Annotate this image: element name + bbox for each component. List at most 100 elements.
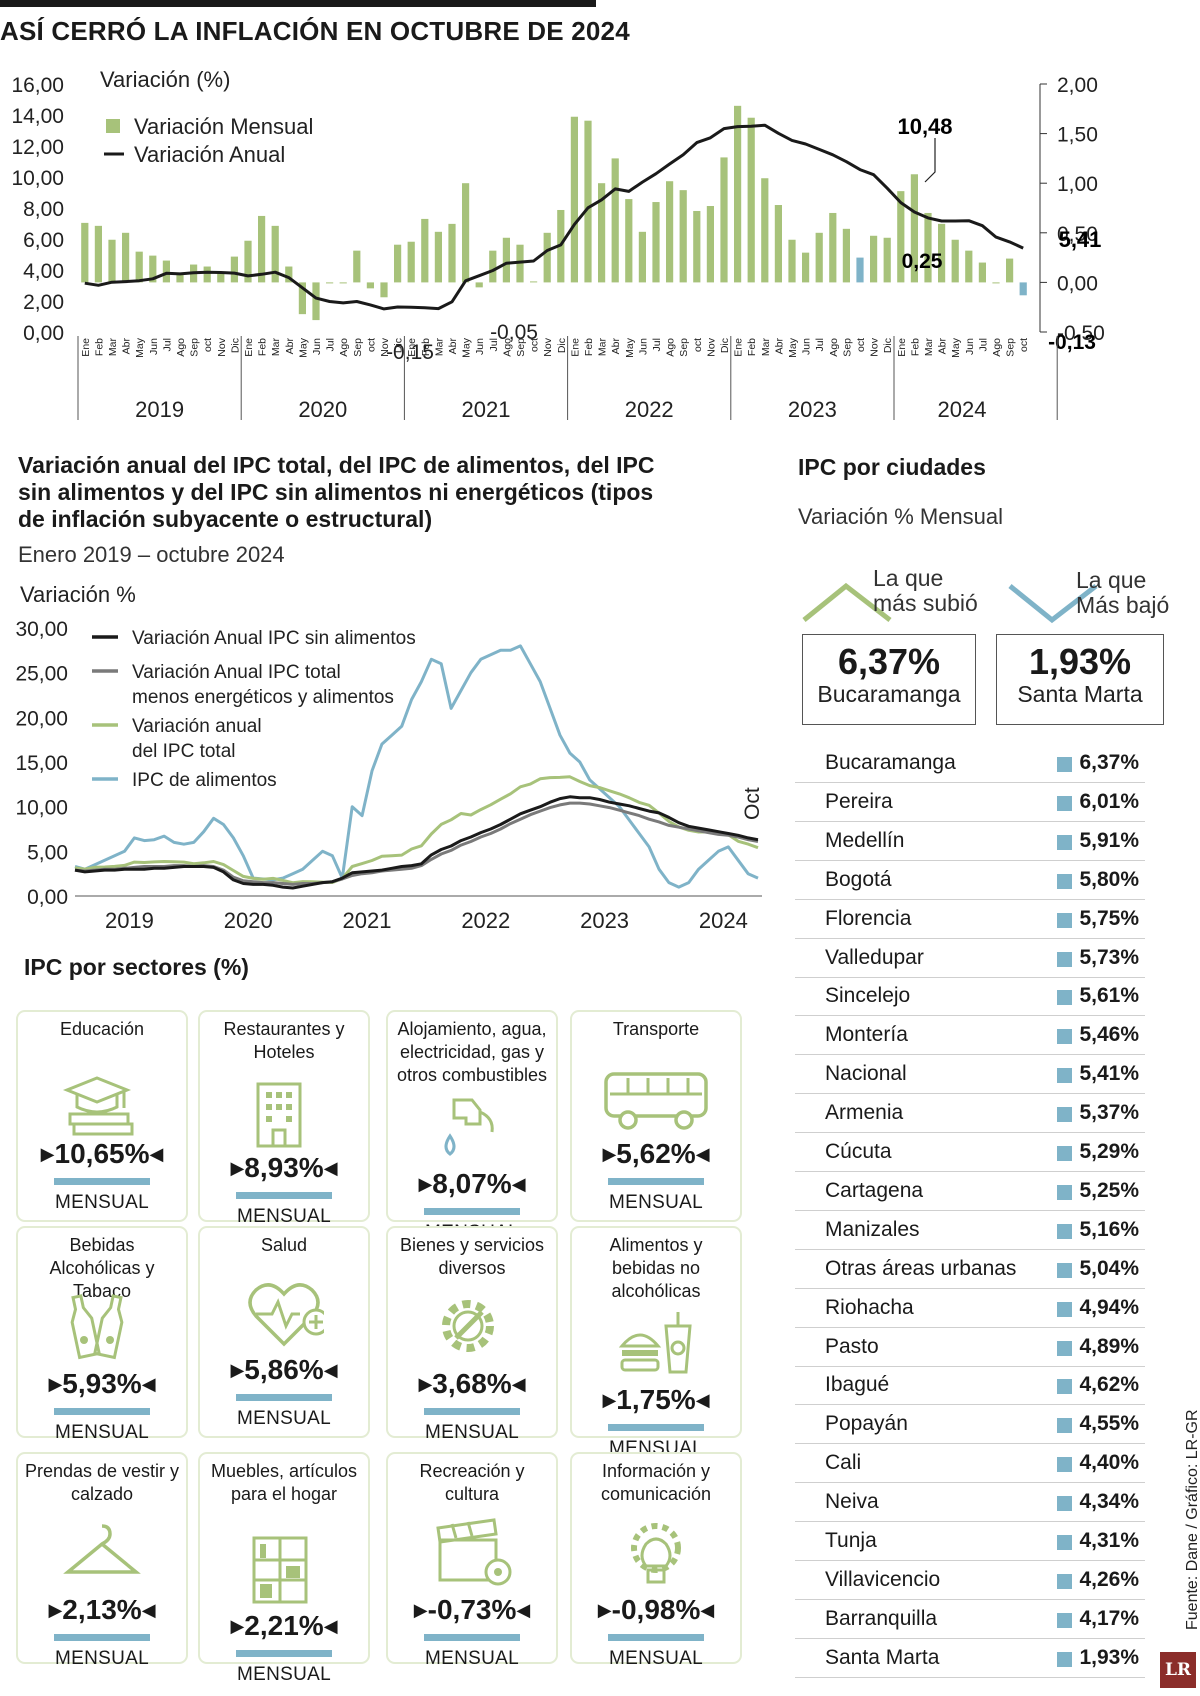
city-name: Barranquilla <box>825 1606 938 1630</box>
city-value: 4,17% <box>1079 1606 1139 1630</box>
chart2-tick-label: 20,00 <box>15 707 68 730</box>
sector-unit: MENSUAL <box>609 1192 703 1213</box>
monthly-bar <box>380 282 388 298</box>
city-name: Pereira <box>825 789 893 813</box>
monthly-bar <box>625 199 633 283</box>
lowest-label-line2: Más bajó <box>1076 592 1170 618</box>
month-label: oct <box>529 338 541 352</box>
chart2-series-line <box>74 795 759 890</box>
sector-unit: MENSUAL <box>237 1206 331 1227</box>
monthly-bar <box>489 250 497 283</box>
city-name: Ibagué <box>825 1373 890 1397</box>
month-label: Nov <box>869 337 881 356</box>
city-name: Florencia <box>825 906 912 930</box>
city-row: Medellín 5,91% <box>795 822 1145 861</box>
monthly-bar <box>965 250 973 283</box>
city-name: Neiva <box>825 1490 879 1514</box>
value-marker-icon: ▶ <box>48 1600 63 1620</box>
city-row: Otras áreas urbanas 5,04% <box>795 1250 1145 1289</box>
annotation-peak-annual: 10,48 <box>897 114 952 139</box>
sector-bar <box>236 1394 332 1401</box>
left-tick-label: 8,00 <box>23 198 64 221</box>
left-tick-label: 0,00 <box>23 322 64 345</box>
monthly-annual-inflation-chart: 16,00 14,00 12,00 10,00 8,00 6,00 4,00 2,00 0,00… <box>11 67 1105 422</box>
city-marker <box>1057 912 1072 928</box>
chart2-year-label: 2019 <box>105 908 154 933</box>
month-label: Mar <box>433 338 445 357</box>
city-row: Nacional 5,41% <box>795 1055 1145 1095</box>
monthly-bar <box>298 282 306 315</box>
highest-label-line2: más subió <box>873 590 978 616</box>
sector-bar <box>54 1408 150 1415</box>
monthly-bar <box>339 282 347 284</box>
monthly-bar <box>244 240 252 283</box>
city-marker <box>1057 1651 1072 1667</box>
city-value: 4,31% <box>1079 1529 1139 1552</box>
sector-name: Educación <box>59 1019 145 1039</box>
monthly-bar <box>122 232 130 283</box>
sector-bar <box>424 1408 520 1415</box>
chart2-legend-label: Variación Anual IPC sin alimentos <box>132 628 416 649</box>
highest-label: La que más subió <box>873 566 978 616</box>
city-name: Sincelejo <box>825 984 911 1008</box>
monthly-bar <box>434 231 442 283</box>
sector-unit: MENSUAL <box>55 1422 149 1443</box>
month-label: Jun <box>801 338 813 355</box>
sector-unit: MENSUAL <box>425 1422 519 1443</box>
city-row: Manizales 5,16% <box>795 1211 1145 1250</box>
chart2-end-label: Oct <box>741 787 764 820</box>
sector-value-text: 10,65% <box>54 1138 150 1169</box>
city-marker <box>1057 951 1072 967</box>
lowest-label: La que Más bajó <box>1076 568 1169 618</box>
monthly-bar <box>162 260 170 283</box>
annual-line <box>84 123 1024 311</box>
chart2-series-line <box>74 775 759 885</box>
city-value: 6,01% <box>1079 789 1139 813</box>
chart2-year-label: 2023 <box>580 908 629 933</box>
right-tick-label: 1,50 <box>1057 124 1098 147</box>
annotation-leader <box>924 138 936 183</box>
month-label: Nov <box>216 337 228 356</box>
sector-card: Prendas de vestir y calzado ▶2,13%◀ MENSUA… <box>16 1452 188 1669</box>
month-label: Abr <box>121 338 133 355</box>
month-label: Mar <box>270 338 282 357</box>
sector-value-text: 2,21% <box>244 1610 324 1641</box>
city-name: Popayán <box>825 1412 908 1436</box>
monthly-bar <box>176 273 184 283</box>
month-label: oct <box>202 338 214 352</box>
value-marker-icon: ◀ <box>149 1144 164 1164</box>
monthly-bar <box>149 255 157 283</box>
city-marker <box>1057 1496 1072 1512</box>
city-name: Otras áreas urbanas <box>825 1256 1017 1280</box>
sector-value-text: -0,98% <box>611 1594 701 1625</box>
city-marker <box>1057 1301 1072 1317</box>
sector-bar <box>424 1208 520 1215</box>
education-icon <box>62 1060 142 1136</box>
right-tick-label: 0,50 <box>1057 223 1098 246</box>
clapperboard-icon <box>432 1516 512 1592</box>
month-label: Mar <box>597 338 609 357</box>
chart2-tick-label: 10,00 <box>15 797 68 820</box>
heart-health-icon <box>244 1276 330 1352</box>
lightbulb-gear-icon <box>616 1516 696 1592</box>
city-name: Valledupar <box>825 945 924 969</box>
right-tick-label: -0,50 <box>1057 322 1105 345</box>
monthly-bar <box>734 105 742 283</box>
sector-value-text: 5,86% <box>244 1354 324 1385</box>
sector-value: ▶3,68%◀ <box>388 1368 556 1400</box>
sector-card: Muebles, artículos para el hogar ▶2,21%◀ M… <box>198 1452 370 1685</box>
city-marker <box>1057 795 1072 811</box>
month-label: Mar <box>923 338 935 357</box>
city-row: Popayán 4,55% <box>795 1405 1145 1445</box>
month-label: Ene <box>243 338 255 357</box>
left-tick-label: 10,00 <box>11 167 64 190</box>
sector-name: Salud <box>260 1235 308 1255</box>
city-value: 5,29% <box>1079 1140 1139 1163</box>
sector-name: Transporte <box>612 1019 700 1039</box>
month-label: May <box>134 337 146 358</box>
value-marker-icon: ▶ <box>418 1374 433 1394</box>
month-label: Ene <box>733 338 745 357</box>
month-label: Feb <box>257 338 269 356</box>
month-label: Jul <box>325 338 337 351</box>
month-label: Jul <box>651 338 663 351</box>
